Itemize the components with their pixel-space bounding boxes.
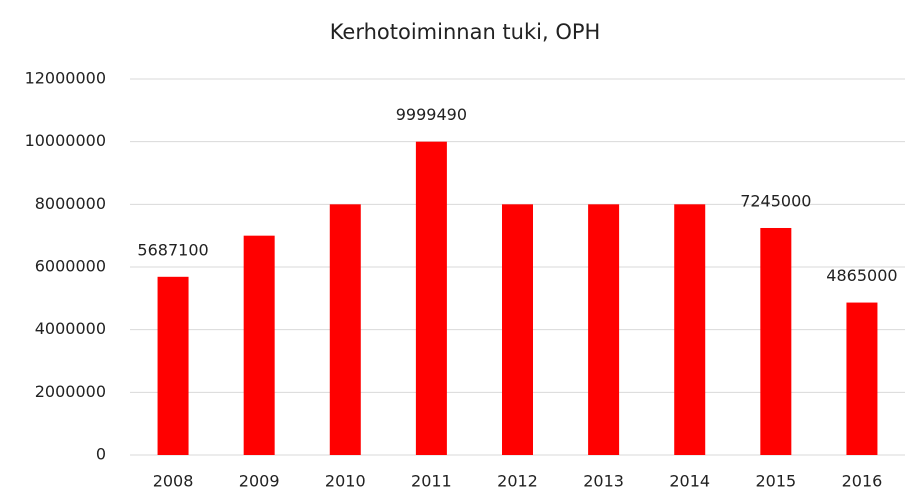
x-tick-label: 2008 xyxy=(153,472,194,491)
y-tick-label: 12000000 xyxy=(25,69,106,88)
data-label: 9999490 xyxy=(396,105,467,124)
bar xyxy=(502,204,533,455)
bar xyxy=(415,141,447,455)
y-tick-label: 10000000 xyxy=(25,131,106,150)
y-tick-label: 6000000 xyxy=(35,257,106,276)
bar xyxy=(674,204,706,455)
x-tick-label: 2015 xyxy=(755,472,796,491)
bar xyxy=(846,302,878,455)
x-tick-label: 2011 xyxy=(411,472,452,491)
bar xyxy=(588,204,620,455)
y-tick-label: 0 xyxy=(96,445,106,464)
x-tick-label: 2010 xyxy=(325,472,366,491)
bar xyxy=(243,235,275,455)
data-label: 7245000 xyxy=(740,191,811,210)
data-label: 5687100 xyxy=(137,240,208,259)
data-label: 4865000 xyxy=(826,266,897,285)
y-tick-label: 8000000 xyxy=(35,194,106,213)
y-tick-label: 2000000 xyxy=(35,382,106,401)
x-tick-label: 2013 xyxy=(583,472,624,491)
bar xyxy=(760,227,792,455)
x-tick-label: 2009 xyxy=(239,472,280,491)
y-tick-label: 4000000 xyxy=(35,319,106,338)
x-tick-label: 2014 xyxy=(669,472,710,491)
x-tick-label: 2016 xyxy=(842,472,883,491)
chart-title: Kerhotoiminnan tuki, OPH xyxy=(330,20,601,44)
bar xyxy=(157,276,189,455)
x-tick-label: 2012 xyxy=(497,472,538,491)
bar xyxy=(329,204,361,455)
